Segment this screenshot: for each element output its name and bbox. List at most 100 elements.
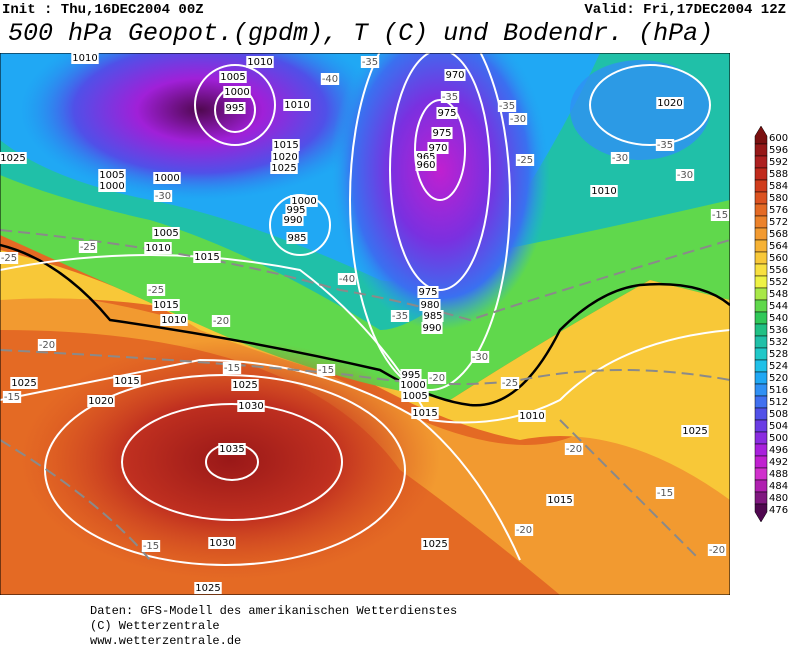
colorbar-label: 596 (769, 145, 788, 156)
pressure-label: 1010 (284, 100, 309, 111)
colorbar-label: 504 (769, 421, 788, 432)
pressure-label: 975 (418, 287, 437, 298)
pressure-label: 1020 (272, 152, 297, 163)
temperature-label: -30 (510, 114, 526, 125)
colorbar-label: 488 (769, 469, 788, 480)
colorbar-cell (754, 455, 768, 469)
pressure-label-box (546, 494, 574, 506)
pressure-label-box (400, 369, 422, 381)
temperature-label: -30 (612, 153, 628, 164)
pressure-label: 975 (432, 128, 451, 139)
pressure-label: 985 (287, 233, 306, 244)
colorbar-label: 496 (769, 445, 788, 456)
colorbar-cell (754, 215, 768, 229)
temperature-label-box (515, 154, 535, 166)
pressure-label: 1030 (238, 401, 263, 412)
colorbar-label: 580 (769, 193, 788, 204)
colorbar-label: 592 (769, 157, 788, 168)
colorbar-cell (754, 467, 768, 481)
pressure-label: 1015 (412, 408, 437, 419)
pressure-label-box (223, 86, 251, 98)
temperature-label-box (655, 487, 675, 499)
colorbar-cell (754, 479, 768, 493)
colorbar-label: 476 (769, 505, 788, 516)
colorbar-label: 508 (769, 409, 788, 420)
pressure-label: 1000 (154, 173, 179, 184)
pressure-label-box (431, 127, 453, 139)
pressure-label-box (193, 251, 221, 263)
colorbar-cell (754, 443, 768, 457)
pressure-label: 1010 (519, 411, 544, 422)
temperature-label: -20 (213, 316, 229, 327)
colorbar-label: 528 (769, 349, 788, 360)
colorbar-label: 588 (769, 169, 788, 180)
colorbar-cell (754, 431, 768, 445)
pressure-label: 980 (420, 300, 439, 311)
pressure-label: 990 (283, 215, 302, 226)
colorbar-label: 572 (769, 217, 788, 228)
pressure-label: 1010 (72, 53, 97, 64)
pressure-label: 995 (225, 103, 244, 114)
colorbar-cell (754, 125, 768, 145)
colorbar-label: 480 (769, 493, 788, 504)
temperature-label: -40 (322, 74, 338, 85)
temperature-label-box (497, 100, 517, 112)
contour-labels: 1010 1010 1005 1000 995 1010 1015 1020 1025 1000 9… (0, 52, 730, 594)
pressure-label-box (152, 227, 180, 239)
pressure-label-box (590, 185, 618, 197)
pressure-label: 965 (416, 152, 435, 163)
colorbar-label: 500 (769, 433, 788, 444)
pressure-label-box (656, 97, 684, 109)
temperature-label-box (320, 73, 340, 85)
temperature-label: -35 (657, 140, 673, 151)
temperature-label: -25 (1, 253, 17, 264)
colorbar-cell (754, 347, 768, 361)
temperature-label: -15 (143, 541, 159, 552)
pressure-label: 1025 (195, 583, 220, 594)
colorbar-cell (754, 239, 768, 253)
colorbar-label: 564 (769, 241, 788, 252)
pressure-label-box (422, 310, 444, 322)
colorbar-cell (754, 419, 768, 433)
pressure-label: 1010 (161, 315, 186, 326)
temperature-label-box (470, 351, 490, 363)
temperature-label: -25 (80, 242, 96, 253)
colorbar-label: 568 (769, 229, 788, 240)
colorbar-label: 600 (769, 133, 788, 144)
colorbar-cell (754, 155, 768, 169)
temperature-label-box (500, 377, 520, 389)
pressure-label: 1020 (88, 396, 113, 407)
temperature-label-box (2, 391, 22, 403)
pressure-label: 1025 (422, 539, 447, 550)
pressure-label: 1005 (402, 391, 427, 402)
temperature-label-box (610, 152, 630, 164)
colorbar-cell (754, 407, 768, 421)
pressure-label: 1025 (232, 380, 257, 391)
pressure-label: 1000 (291, 196, 316, 207)
temperature-label: -20 (709, 545, 725, 556)
pressure-label-box (444, 69, 466, 81)
temperature-label-box (211, 315, 231, 327)
pressure-label-box (71, 52, 99, 64)
temperature-label-box (146, 284, 166, 296)
colorbar-label: 520 (769, 373, 788, 384)
temperature-label: -20 (39, 340, 55, 351)
pressure-label: 1025 (682, 426, 707, 437)
pressure-label-box (271, 151, 299, 163)
pressure-label: 1005 (153, 228, 178, 239)
map-title: 500 hPa Geopot.(gpdm), T (C) und Bodendr… (8, 19, 713, 48)
pressure-label: 1000 (99, 181, 124, 192)
colorbar-cell (754, 371, 768, 385)
colorbar-label: 576 (769, 205, 788, 216)
temperature-label-box (316, 364, 336, 376)
pressure-label-box (436, 107, 458, 119)
temperature-label: -30 (677, 170, 693, 181)
pressure-label: 995 (401, 370, 420, 381)
pressure-label: 985 (423, 311, 442, 322)
temperature-label: -20 (516, 525, 532, 536)
pressure-label-box (10, 377, 38, 389)
pressure-label: 975 (437, 108, 456, 119)
temperature-label-box (564, 443, 584, 455)
temperature-label: -30 (472, 352, 488, 363)
